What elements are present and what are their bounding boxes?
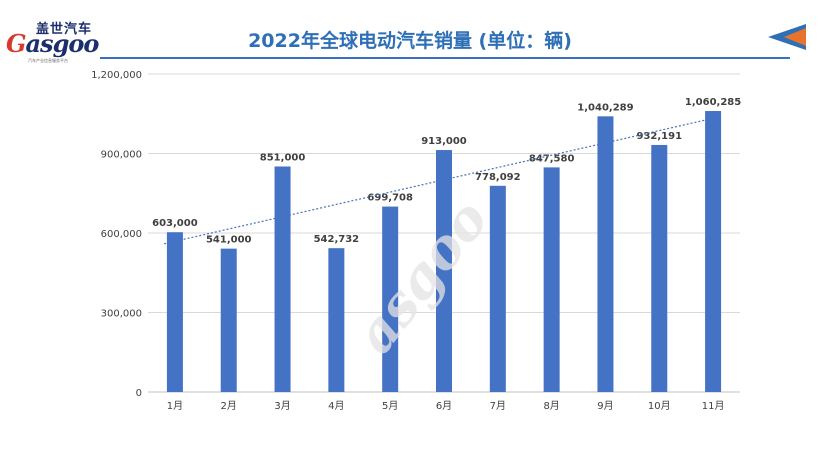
- y-tick-label: 300,000: [101, 309, 142, 320]
- gasgoo-logo: 盖世汽车 Gasgoo 汽车产业信息服务平台: [6, 18, 100, 64]
- value-label: 1,060,285: [685, 97, 741, 108]
- bar: [489, 185, 506, 392]
- trendline: [164, 117, 714, 245]
- value-label: 851,000: [260, 152, 306, 163]
- y-tick-label: 600,000: [101, 229, 142, 240]
- x-tick-label: 8月: [543, 400, 559, 412]
- x-tick-label: 9月: [597, 400, 613, 412]
- trendline-path: [164, 117, 714, 245]
- value-label: 847,580: [529, 153, 575, 164]
- logo-subtitle: 汽车产业信息服务平台: [28, 58, 68, 63]
- value-label: 1,040,289: [577, 102, 633, 113]
- header-rule: [100, 57, 790, 59]
- value-label: 541,000: [206, 235, 252, 246]
- bar: [328, 248, 345, 392]
- header: 盖世汽车 Gasgoo 汽车产业信息服务平台 2022年全球电动汽车销量 (单位…: [0, 0, 820, 64]
- x-tick-label: 4月: [328, 400, 344, 412]
- y-axis-ticks: 0 300,000 600,000 900,000 1,200,000: [91, 70, 142, 399]
- x-tick-label: 3月: [274, 400, 290, 412]
- x-tick-label: 2月: [221, 400, 237, 412]
- x-tick-label: 10月: [648, 400, 671, 412]
- value-label: 699,708: [367, 193, 413, 204]
- back-arrow-icon: [768, 24, 806, 50]
- logo-chinese-text: 盖世汽车: [36, 22, 93, 37]
- bar: [597, 116, 614, 392]
- bar: [651, 144, 668, 392]
- bar: [382, 206, 399, 392]
- bar-chart: 0 300,000 600,000 900,000 1,200,000 1月 2月 3月 4月…: [91, 70, 741, 412]
- x-axis-ticks: 1月 2月 3月 4月 5月 6月 7月 8月 9月 10月 11月: [167, 400, 725, 412]
- bar: [220, 248, 237, 392]
- bar: [166, 232, 183, 392]
- value-labels: 603,000 541,000 851,000 542,732 699,708 913,0…: [152, 97, 741, 246]
- x-tick-label: 6月: [436, 400, 452, 412]
- value-label: 778,092: [475, 172, 521, 183]
- bar: [543, 167, 560, 392]
- logo-english-text: Gasgoo: [6, 29, 100, 58]
- bar: [705, 111, 722, 392]
- value-label: 913,000: [421, 136, 467, 147]
- value-label: 932,191: [636, 131, 682, 142]
- bars: [166, 111, 722, 392]
- x-tick-label: 7月: [490, 400, 506, 412]
- value-label: 603,000: [152, 218, 198, 229]
- chart-title: 2022年全球电动汽车销量 (单位：辆): [248, 30, 572, 52]
- y-tick-label: 1,200,000: [91, 70, 142, 81]
- x-tick-label: 5月: [382, 400, 398, 412]
- bar: [436, 150, 452, 392]
- y-tick-label: 900,000: [101, 150, 142, 161]
- x-tick-label: 11月: [702, 400, 725, 412]
- x-tick-label: 1月: [167, 400, 183, 412]
- y-tick-label: 0: [136, 388, 142, 399]
- logo-letter-g: G: [6, 29, 26, 58]
- logo-letters: asgoo: [25, 29, 100, 58]
- bar: [274, 166, 291, 392]
- value-label: 542,732: [314, 234, 360, 245]
